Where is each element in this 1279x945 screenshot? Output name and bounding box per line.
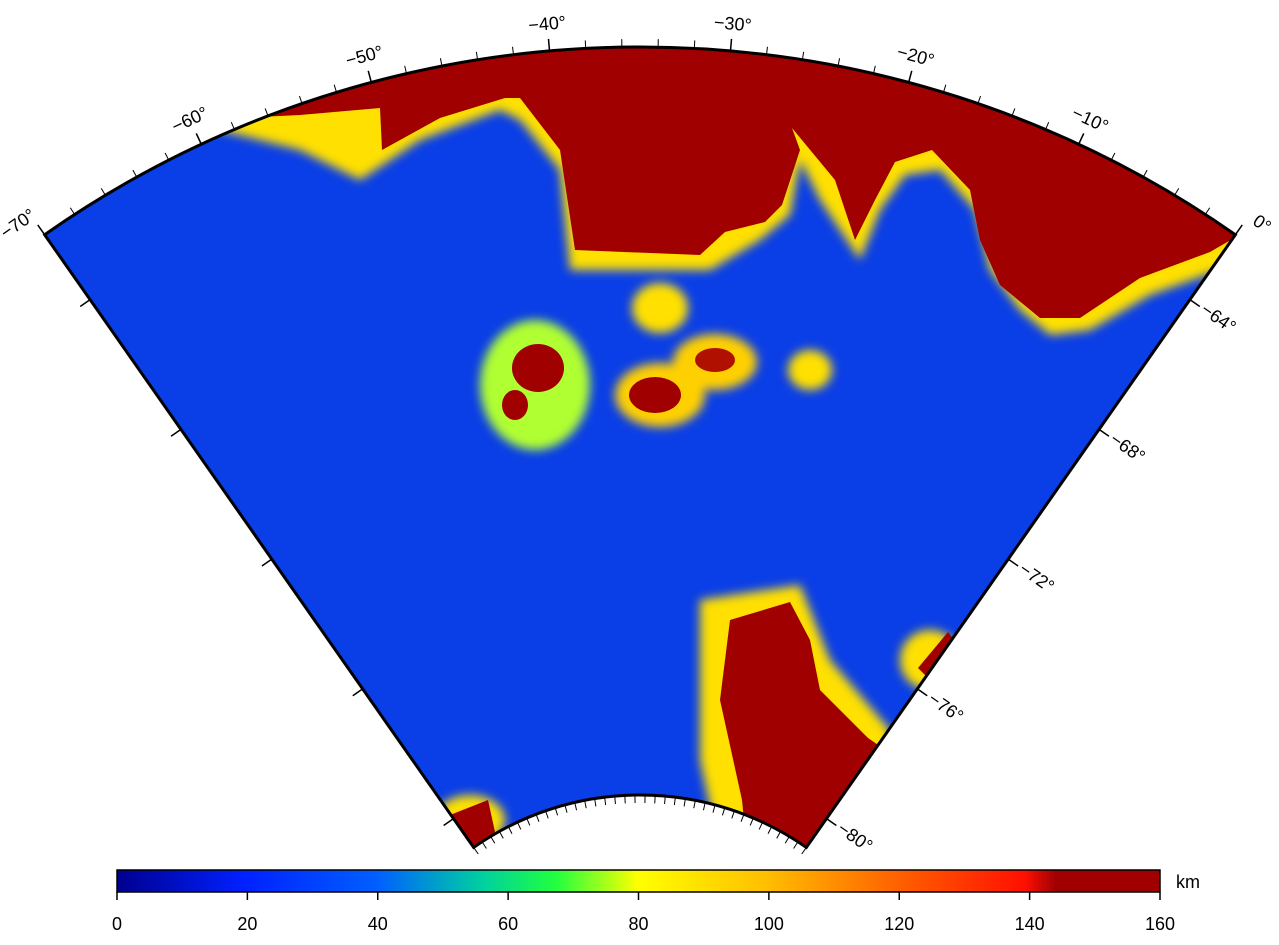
lat-label: −72°: [1016, 559, 1058, 597]
minor-tick: [231, 122, 234, 129]
lon-label: −10°: [1069, 103, 1112, 137]
lat-tick: [262, 559, 272, 566]
minor-tick: [491, 836, 495, 843]
minor-tick: [508, 827, 512, 834]
lat-tick: [1099, 429, 1109, 436]
minor-tick: [1111, 153, 1115, 160]
lon-tick: [368, 71, 371, 83]
colorbar-tick-label: 20: [237, 914, 257, 934]
minor-tick: [802, 847, 807, 854]
minor-tick: [527, 818, 530, 825]
lon-label: −50°: [343, 42, 385, 71]
lat-tick: [1008, 559, 1018, 566]
lon-label: −30°: [713, 12, 752, 35]
lon-label: 0°: [1249, 211, 1275, 237]
minor-tick: [499, 831, 503, 838]
lon-tick: [196, 133, 201, 144]
minor-tick: [70, 208, 74, 215]
lon-label: −60°: [168, 103, 211, 137]
lat-tick: [80, 300, 90, 307]
minor-tick: [101, 188, 105, 195]
lat-tick: [444, 819, 454, 826]
minor-tick: [265, 108, 268, 115]
lon-tick: [909, 71, 912, 83]
lat-label: −76°: [925, 688, 967, 726]
lat-tick: [353, 689, 363, 696]
minor-tick: [133, 170, 137, 177]
lon-tick: [1235, 225, 1242, 235]
minor-tick: [1143, 170, 1147, 177]
minor-tick: [1205, 208, 1209, 215]
lat-label: −80°: [834, 818, 876, 856]
minor-tick: [665, 796, 666, 804]
minor-tick: [1046, 122, 1049, 129]
lat-tick: [827, 819, 837, 826]
minor-tick: [777, 831, 781, 838]
minor-tick: [785, 836, 789, 843]
minor-tick: [759, 822, 762, 829]
lon-tick: [1079, 133, 1084, 144]
colorbar: [117, 870, 1160, 892]
minor-tick: [741, 814, 744, 821]
lon-tick: [730, 39, 731, 51]
colorbar-tick-label: 60: [498, 914, 518, 934]
minor-tick: [536, 814, 539, 821]
lon-tick: [38, 225, 45, 235]
colorbar-unit: km: [1176, 872, 1200, 892]
minor-tick: [1175, 188, 1179, 195]
colorbar-tick-label: 40: [368, 914, 388, 934]
lat-tick: [1190, 300, 1200, 307]
lon-label: −40°: [527, 12, 566, 35]
minor-tick: [615, 796, 616, 804]
grid-field: [0, 0, 1279, 940]
minor-tick: [482, 842, 486, 849]
lon-tick: [548, 39, 549, 51]
minor-tick: [517, 822, 520, 829]
lon-label: −20°: [895, 42, 937, 71]
lat-label: −68°: [1106, 429, 1148, 467]
minor-tick: [1012, 108, 1015, 115]
minor-tick: [794, 842, 798, 849]
lat-tick: [917, 689, 927, 696]
lat-label: −64°: [1197, 299, 1239, 337]
map-figure: −70° −60° −50° −40° −30° −20° −10° 0° −64° −68° −7…: [0, 0, 1279, 940]
colorbar-tick-label: 0: [112, 914, 122, 934]
colorbar-tick-label: 140: [1015, 914, 1045, 934]
minor-tick: [750, 818, 753, 825]
colorbar-tick-label: 100: [754, 914, 784, 934]
lon-label: −70°: [0, 205, 39, 243]
colorbar-tick-label: 160: [1145, 914, 1175, 934]
minor-tick: [474, 847, 479, 854]
colorbar-tick-label: 80: [628, 914, 648, 934]
minor-tick: [768, 827, 772, 834]
lat-tick: [171, 429, 181, 436]
minor-tick: [165, 153, 169, 160]
colorbar-tick-label: 120: [884, 914, 914, 934]
